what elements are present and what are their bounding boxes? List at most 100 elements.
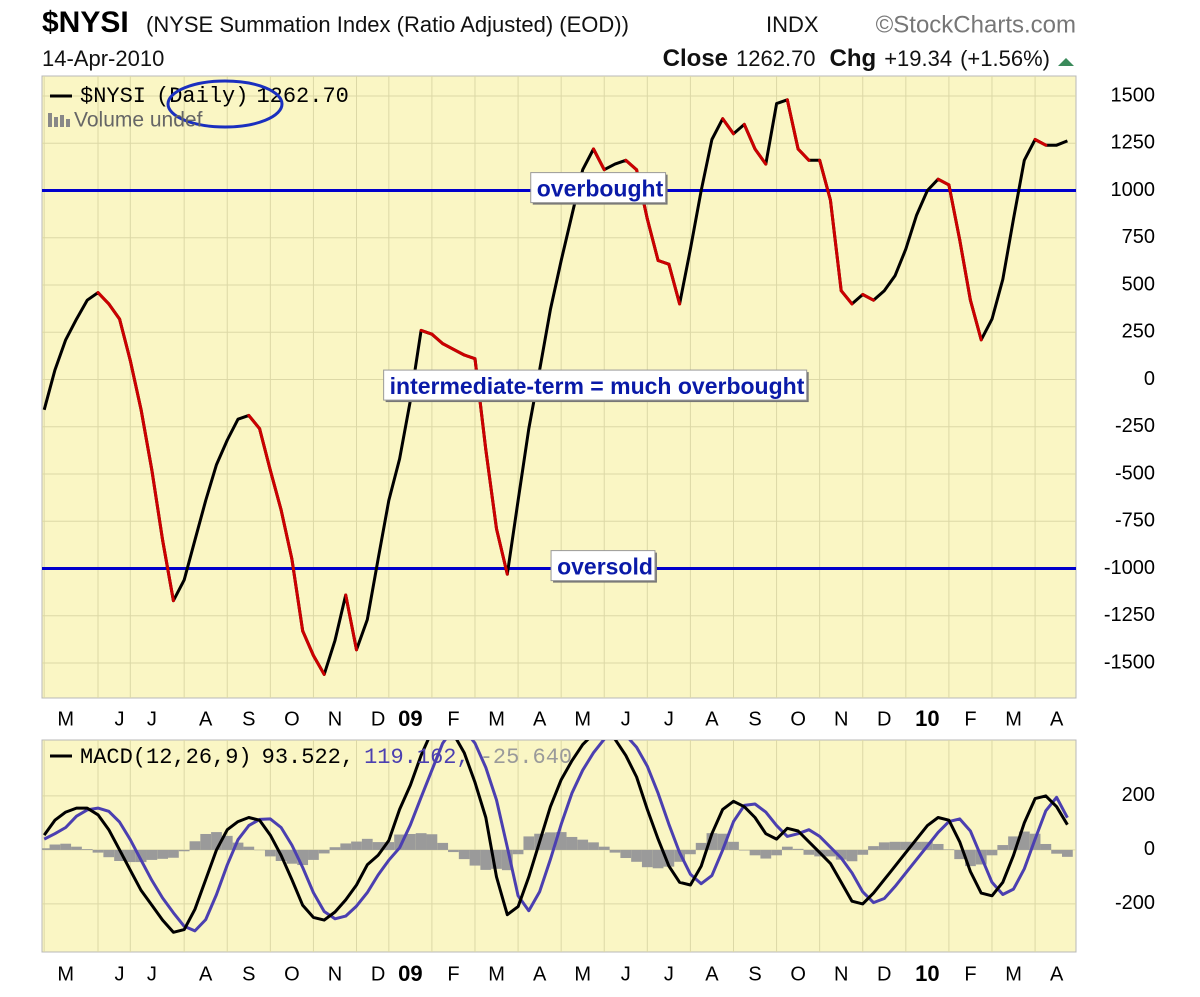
x-tick-label: 10 xyxy=(915,961,939,986)
histogram-bar xyxy=(308,849,319,860)
histogram-bar xyxy=(351,841,362,850)
legend-last: 1262.70 xyxy=(256,84,348,109)
histogram-bar xyxy=(200,833,212,850)
x-tick-label: F xyxy=(447,963,459,985)
x-tick-label: F xyxy=(964,708,976,730)
histogram-bar xyxy=(986,849,998,856)
histogram-bar xyxy=(297,849,309,866)
reference-label-box xyxy=(550,550,656,582)
y-tick-label: 0 xyxy=(1144,838,1155,860)
x-tick-label: F xyxy=(447,708,459,730)
x-tick-label: A xyxy=(199,963,213,985)
x-tick-label: A xyxy=(533,708,547,730)
x-tick-label: J xyxy=(147,708,157,730)
histogram-bar xyxy=(394,834,405,850)
down-segment xyxy=(462,353,477,361)
down-segment xyxy=(796,147,811,162)
volume-icon xyxy=(66,119,70,127)
x-tick-label: S xyxy=(242,708,255,730)
x-tick-label: 10 xyxy=(915,706,939,731)
x-tick-label: F xyxy=(964,963,976,985)
down-segment xyxy=(667,262,682,306)
y-tick-label: 0 xyxy=(1144,368,1155,390)
x-tick-label: O xyxy=(790,708,806,730)
close-label: Close xyxy=(663,45,728,72)
down-segment xyxy=(128,359,143,412)
x-tick-label: A xyxy=(705,708,719,730)
histogram-bar xyxy=(706,833,718,850)
x-tick-label: D xyxy=(877,708,891,730)
x-tick-label: M xyxy=(574,708,591,730)
symbol: $NYSI xyxy=(42,6,129,39)
histogram-bar xyxy=(620,849,632,859)
histogram-bar xyxy=(523,836,535,850)
histogram-bar xyxy=(954,849,966,860)
down-segment xyxy=(139,408,154,472)
down-segment xyxy=(1033,138,1048,147)
histogram-bar xyxy=(168,849,179,858)
legend-last: 119.162, xyxy=(364,745,470,770)
down-segment xyxy=(958,238,972,302)
annotation: intermediate-term = much overbought xyxy=(390,373,805,399)
x-tick-label: J xyxy=(664,963,674,985)
x-tick-label: M xyxy=(57,708,74,730)
histogram-bar xyxy=(81,849,93,850)
highlight-circle xyxy=(166,79,284,129)
histogram-bar xyxy=(318,849,330,854)
down-segment xyxy=(591,147,606,172)
chg: +19.34 xyxy=(884,46,952,71)
histogram-bar xyxy=(329,847,341,850)
series-line xyxy=(42,740,1069,934)
down-segment xyxy=(161,538,175,603)
histogram-bar xyxy=(641,849,653,868)
histogram-bar xyxy=(49,844,61,850)
x-tick-label: 09 xyxy=(398,961,422,986)
histogram-bar xyxy=(264,849,276,857)
histogram-bar xyxy=(157,849,169,859)
down-segment xyxy=(936,177,951,187)
histogram-bar xyxy=(932,843,944,850)
y-tick-label: -1250 xyxy=(1104,604,1155,626)
histogram-bar xyxy=(491,849,502,869)
x-tick-label: J xyxy=(115,708,125,730)
y-tick-label: 200 xyxy=(1122,784,1155,806)
down-segment xyxy=(624,158,639,172)
x-tick-label: M xyxy=(488,708,505,730)
x-tick-label: J xyxy=(147,963,157,985)
histogram-bar xyxy=(997,845,1009,850)
x-tick-label: D xyxy=(877,963,891,985)
histogram-bar xyxy=(124,849,136,863)
x-tick-label: O xyxy=(284,963,300,985)
down-segment xyxy=(947,183,962,242)
legend-series: $NYSI xyxy=(80,84,146,109)
reference-label: overbought xyxy=(537,176,664,202)
x-tick-label: A xyxy=(533,963,547,985)
histogram-bar xyxy=(286,849,298,864)
reference-label: oversold xyxy=(557,554,653,580)
histogram-bar xyxy=(555,832,567,850)
histogram-bar xyxy=(663,849,675,867)
histogram-bar xyxy=(146,849,158,860)
histogram-bar xyxy=(889,841,901,850)
histogram-bar xyxy=(781,846,793,850)
histogram-bar xyxy=(857,849,869,855)
y-tick-label: 1000 xyxy=(1111,179,1156,201)
down-segment xyxy=(839,289,854,306)
histogram-bar xyxy=(1051,849,1062,854)
down-segment xyxy=(290,557,305,633)
x-tick-label: N xyxy=(328,963,342,985)
y-tick-label: -1000 xyxy=(1104,557,1155,579)
down-segment xyxy=(96,291,111,306)
histogram-bar xyxy=(114,849,125,861)
legend-last: 93.522, xyxy=(262,745,354,770)
histogram-bar xyxy=(501,849,513,871)
histogram-bar xyxy=(480,849,492,870)
x-tick-label: A xyxy=(705,963,719,985)
legend-last: -25.640 xyxy=(480,745,572,770)
histogram-bar xyxy=(825,849,836,857)
histogram-bar xyxy=(878,842,890,850)
down-segment xyxy=(968,298,983,342)
down-segment xyxy=(484,447,499,531)
down-segment xyxy=(344,593,359,652)
